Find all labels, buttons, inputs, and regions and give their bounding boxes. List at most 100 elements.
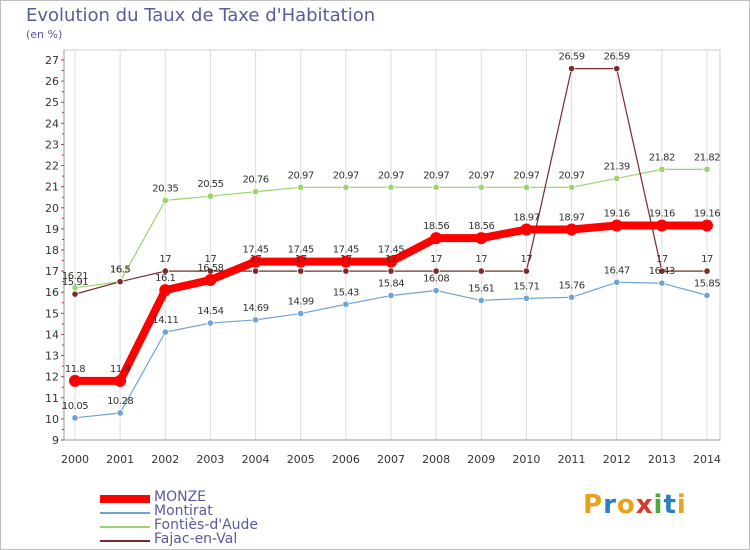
- point-monze-2012: [610, 219, 623, 232]
- point-montirat-2009: [477, 296, 485, 305]
- plot-area: [63, 49, 721, 441]
- point-fonti-s-d-aude-2009: [477, 183, 485, 191]
- legend-swatch-fajac: [100, 540, 150, 542]
- point-montirat-2002: [161, 328, 169, 336]
- point-montirat-2013: [658, 279, 666, 287]
- point-monze-2009: [475, 232, 488, 245]
- legend-swatch-monze: [100, 495, 150, 503]
- data-label-montirat-2012: 16.47: [604, 265, 630, 276]
- data-label-montirat-2011: 15.76: [559, 280, 585, 291]
- data-label-montirat-2004: 14.69: [243, 303, 269, 314]
- data-label-monze-2003: 16.58: [197, 263, 223, 274]
- logo-letter: i: [653, 490, 664, 520]
- data-label-fajac-en-val-2011: 26.59: [559, 52, 585, 63]
- x-tick-label-2006: 2006: [332, 453, 360, 466]
- data-label-fonti-s-d-aude-2010: 20.97: [513, 170, 539, 181]
- x-tick-label-2007: 2007: [377, 453, 405, 466]
- point-fajac-en-val-2001: [116, 278, 124, 286]
- data-label-fonti-s-d-aude-2001: 16.5: [110, 265, 130, 276]
- data-label-montirat-2007: 15.84: [378, 279, 404, 290]
- point-montirat-2012: [613, 278, 621, 286]
- data-label-fajac-en-val-2002: 17: [159, 254, 171, 265]
- data-label-fonti-s-d-aude-2014: 21.82: [694, 152, 720, 163]
- logo-letter: i: [676, 490, 687, 520]
- y-tick-label-20: 20: [45, 202, 59, 215]
- data-label-monze-2001: 11.8: [110, 364, 130, 375]
- logo-letter: x: [635, 490, 654, 520]
- point-montirat-2014: [703, 291, 711, 299]
- data-label-monze-2007: 17.45: [378, 245, 404, 256]
- y-tick-label-22: 22: [45, 160, 59, 173]
- point-monze-2008: [430, 232, 443, 245]
- x-tick-label-2008: 2008: [422, 453, 450, 466]
- data-label-monze-2002: 16.1: [155, 273, 175, 284]
- data-label-montirat-2000: 10.05: [62, 401, 88, 412]
- logo-letter: P: [583, 490, 604, 520]
- point-monze-2004: [249, 255, 262, 268]
- data-label-fajac-en-val-2005: 17: [295, 254, 307, 265]
- point-fonti-s-d-aude-2006: [342, 183, 350, 191]
- data-label-fajac-en-val-2004: 17: [250, 254, 262, 265]
- point-fajac-en-val-2009: [477, 267, 485, 275]
- x-tick-label-2014: 2014: [693, 453, 721, 466]
- data-label-fonti-s-d-aude-2013: 21.82: [649, 152, 675, 163]
- data-label-fonti-s-d-aude-2002: 20.35: [152, 183, 178, 194]
- point-fonti-s-d-aude-2008: [432, 183, 440, 191]
- point-monze-2006: [339, 255, 352, 268]
- legend-label-monze: MONZE: [154, 489, 207, 505]
- point-montirat-2006: [342, 300, 350, 308]
- x-tick-label-2000: 2000: [61, 453, 89, 466]
- data-label-fonti-s-d-aude-2008: 20.97: [423, 170, 449, 181]
- x-tick-label-2005: 2005: [287, 453, 315, 466]
- chart-unit-label: (en %): [26, 28, 63, 41]
- point-fonti-s-d-aude-2005: [297, 183, 305, 191]
- legend-swatch-fonties: [100, 526, 150, 528]
- data-label-fajac-en-val-2013: 17: [656, 254, 668, 265]
- y-tick-label-21: 21: [45, 181, 59, 194]
- point-fonti-s-d-aude-2010: [522, 183, 531, 191]
- data-label-monze-2010: 18.97: [513, 213, 539, 224]
- point-fajac-en-val-2013: [658, 267, 666, 275]
- x-tick-label-2013: 2013: [648, 453, 676, 466]
- point-monze-2013: [655, 219, 668, 232]
- chart-title: Evolution du Taux de Taxe d'Habitation: [26, 5, 376, 26]
- point-fonti-s-d-aude-2011: [567, 183, 576, 191]
- legend-label-fonties: Fontiès-d'Aude: [154, 517, 259, 533]
- data-label-monze-2009: 18.56: [468, 221, 494, 232]
- data-label-fajac-en-val-2007: 17: [385, 254, 397, 265]
- data-label-montirat-2014: 15.85: [694, 278, 720, 289]
- point-fajac-en-val-2000: [71, 290, 79, 298]
- data-label-fajac-en-val-2006: 17: [340, 254, 352, 265]
- point-fajac-en-val-2004: [251, 267, 260, 275]
- data-label-fajac-en-val-2000: 15.91: [62, 277, 88, 288]
- point-monze-2014: [701, 219, 713, 232]
- point-fajac-en-val-2007: [387, 267, 395, 275]
- legend-label-montirat: Montirat: [154, 503, 213, 519]
- y-tick-label-24: 24: [45, 117, 59, 130]
- data-label-monze-2014: 19.16: [694, 209, 720, 220]
- data-label-fonti-s-d-aude-2000: 16.21: [62, 271, 88, 282]
- data-label-fajac-en-val-2008: 17: [430, 254, 442, 265]
- data-label-montirat-2010: 15.71: [513, 281, 539, 292]
- legend-swatch-montirat: [100, 512, 150, 514]
- point-montirat-2008: [432, 286, 440, 295]
- data-label-monze-2006: 17.45: [333, 245, 359, 256]
- point-monze-2007: [385, 255, 397, 268]
- data-label-fajac-en-val-2009: 17: [475, 254, 487, 265]
- point-monze-2005: [294, 255, 307, 268]
- y-tick-label-17: 17: [45, 265, 59, 278]
- point-monze-2011: [565, 223, 578, 236]
- point-montirat-2004: [251, 316, 260, 324]
- point-montirat-2001: [116, 409, 124, 417]
- data-label-monze-2000: 11.8: [65, 364, 85, 375]
- point-monze-2001: [114, 374, 127, 387]
- point-monze-2002: [159, 284, 172, 297]
- point-fajac-en-val-2008: [432, 267, 440, 275]
- point-fajac-en-val-2011: [567, 65, 576, 73]
- point-fajac-en-val-2005: [297, 267, 305, 275]
- data-label-fonti-s-d-aude-2003: 20.55: [197, 179, 223, 190]
- data-label-fajac-en-val-2012: 26.59: [604, 52, 630, 63]
- y-tick-label-16: 16: [45, 286, 59, 299]
- point-fajac-en-val-2006: [342, 267, 350, 275]
